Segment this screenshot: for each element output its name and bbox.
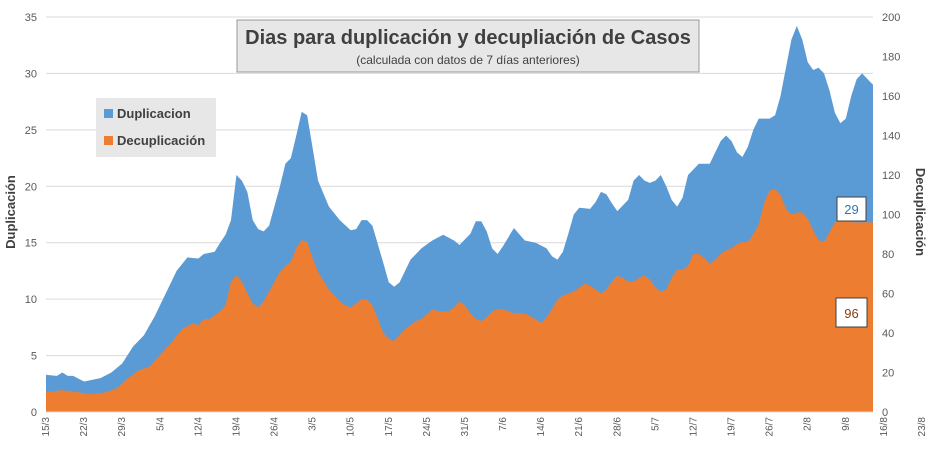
y-left-tick-label: 35 (25, 12, 37, 24)
x-tick-label: 22/3 (79, 417, 90, 437)
x-tick-label: 15/3 (41, 417, 52, 437)
x-tick-label: 24/5 (422, 417, 433, 437)
y-left-tick-label: 0 (31, 407, 37, 419)
x-tick-label: 19/7 (727, 417, 738, 437)
legend-label-decuplicacion: Decuplicación (117, 133, 205, 148)
x-tick-labels: 15/3 22/3 29/3 5/4 12/4 19/4 26/4 3/5 10/5 17/5 24… (41, 417, 928, 437)
y-left-tick-label: 30 (25, 68, 37, 80)
series-area-decuplicacion (46, 188, 873, 412)
x-tick-label: 3/5 (308, 417, 319, 431)
x-tick-label: 19/4 (231, 417, 242, 437)
x-tick-label: 26/7 (765, 417, 776, 437)
x-tick-label: 28/6 (612, 417, 623, 437)
x-tick-label: 2/8 (803, 417, 814, 431)
legend-swatch-decuplicacion (104, 136, 113, 145)
x-tick-label: 23/8 (917, 417, 928, 437)
y-left-tick-label: 25 (25, 125, 37, 137)
y-right-tick-label: 20 (882, 368, 894, 380)
legend: Duplicacion Decuplicación (96, 98, 216, 157)
x-tick-label: 5/4 (155, 417, 166, 431)
y-right-tick-label: 160 (882, 91, 900, 103)
x-tick-label: 16/8 (879, 417, 890, 437)
data-label-decuplicacion: 96 (835, 297, 868, 328)
series-areas (46, 26, 873, 413)
y-right-tick-labels: 0 20 40 60 80 100 120 140 160 180 200 (882, 12, 900, 419)
data-label-decuplicacion-text: 96 (844, 306, 858, 321)
y-left-tick-label: 10 (25, 294, 37, 306)
y-axis-left-label: Duplicación (3, 175, 18, 249)
data-label-duplicacion-text: 29 (844, 202, 858, 217)
x-tick-label: 5/7 (650, 417, 661, 431)
chart-title: Dias para duplicación y decupliación de … (245, 27, 691, 49)
y-left-tick-label: 5 (31, 351, 37, 363)
x-tick-label: 7/6 (498, 417, 509, 431)
y-axis-right-label: Decuplicación (913, 168, 928, 256)
x-tick-label: 12/4 (193, 417, 204, 437)
y-right-tick-label: 180 (882, 52, 900, 64)
y-left-tick-label: 15 (25, 238, 37, 250)
y-right-tick-label: 200 (882, 12, 900, 24)
x-tick-label: 14/6 (536, 417, 547, 437)
x-tick-label: 31/5 (460, 417, 471, 437)
title-box: Dias para duplicación y decupliación de … (236, 19, 700, 73)
y-right-tick-label: 120 (882, 170, 900, 182)
x-tick-label: 21/6 (574, 417, 585, 437)
y-right-tick-label: 0 (882, 407, 888, 419)
x-tick-label: 26/4 (270, 417, 281, 437)
x-tick-label: 17/5 (384, 417, 395, 437)
y-right-tick-label: 40 (882, 328, 894, 340)
y-right-tick-label: 100 (882, 210, 900, 222)
x-tick-label: 10/5 (346, 417, 357, 437)
legend-background (96, 98, 216, 157)
legend-swatch-duplicacion (104, 109, 113, 118)
y-right-tick-label: 60 (882, 289, 894, 301)
y-left-tick-labels: 0 5 10 15 20 25 30 35 (25, 12, 37, 419)
chart-subtitle: (calculada con datos de 7 días anteriore… (356, 53, 579, 67)
y-left-tick-label: 20 (25, 181, 37, 193)
x-tick-label: 29/3 (117, 417, 128, 437)
data-label-duplicacion: 29 (836, 196, 867, 222)
y-right-tick-label: 140 (882, 131, 900, 143)
legend-label-duplicacion: Duplicacion (117, 106, 191, 121)
x-tick-label: 12/7 (688, 417, 699, 437)
y-right-tick-label: 80 (882, 249, 894, 261)
x-tick-label: 9/8 (841, 417, 852, 431)
